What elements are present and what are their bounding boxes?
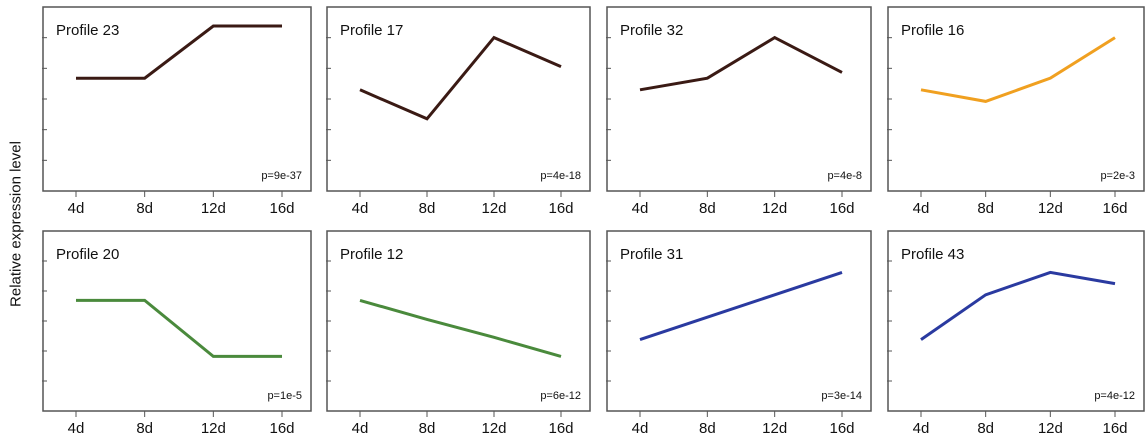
p-value: p=3e-14 xyxy=(821,390,862,402)
chart-svg: Profile 32 p=4e-8 4d 8d 12d 16d xyxy=(606,6,872,217)
series-line xyxy=(359,35,562,121)
x-tick-label: 16d xyxy=(1102,200,1127,217)
p-value: p=4e-8 xyxy=(827,170,862,182)
x-tick-label: 16d xyxy=(548,200,573,217)
x-tick-label: 12d xyxy=(201,200,226,217)
p-value: p=4e-18 xyxy=(540,170,581,182)
x-tick-label: 16d xyxy=(829,420,854,437)
chart-svg: Profile 23 p=9e-37 4d 8d 12d 16d xyxy=(42,6,312,217)
chart-svg: Profile 12 p=6e-12 4d 8d 12d 16d xyxy=(326,230,591,437)
chart-svg: Profile 20 p=1e-5 4d 8d 12d 16d xyxy=(42,230,312,437)
x-tick-label: 12d xyxy=(762,200,787,217)
x-tick-label: 16d xyxy=(269,200,294,217)
chart-profile-17: Profile 17 p=4e-18 4d 8d 12d 16d xyxy=(326,6,591,228)
series-line xyxy=(639,35,843,92)
x-tick-label: 8d xyxy=(699,200,716,217)
y-axis-label: Relative expression level xyxy=(7,141,25,307)
x-tick-label: 12d xyxy=(1038,420,1063,437)
chart-svg: Profile 43 p=4e-12 4d 8d 12d 16d xyxy=(887,230,1145,437)
p-value: p=4e-12 xyxy=(1094,390,1135,402)
chart-profile-32: Profile 32 p=4e-8 4d 8d 12d 16d xyxy=(606,6,872,228)
x-tick-label: 8d xyxy=(136,420,153,437)
chart-title: Profile 17 xyxy=(340,22,403,39)
x-tick-label: 16d xyxy=(269,420,294,437)
x-tick-label: 12d xyxy=(1038,200,1063,217)
x-tick-label: 4d xyxy=(68,200,85,217)
x-tick-label: 16d xyxy=(548,420,573,437)
chart-title: Profile 20 xyxy=(56,246,119,263)
x-tick-label: 4d xyxy=(352,420,369,437)
x-tick-label: 16d xyxy=(829,200,854,217)
x-tick-label: 8d xyxy=(419,200,436,217)
x-tick-label: 4d xyxy=(352,200,369,217)
x-tick-label: 8d xyxy=(699,420,716,437)
series-line xyxy=(76,298,282,358)
chart-profile-20: Profile 20 p=1e-5 4d 8d 12d 16d xyxy=(42,230,312,448)
chart-profile-31: Profile 31 p=3e-14 4d 8d 12d 16d xyxy=(606,230,872,448)
x-tick-label: 8d xyxy=(419,420,436,437)
chart-profile-12: Profile 12 p=6e-12 4d 8d 12d 16d xyxy=(326,230,591,448)
chart-title: Profile 16 xyxy=(901,22,964,39)
chart-title: Profile 43 xyxy=(901,246,964,263)
p-value: p=1e-5 xyxy=(267,390,302,402)
x-tick-label: 4d xyxy=(68,420,85,437)
chart-profile-16: Profile 16 p=2e-3 4d 8d 12d 16d xyxy=(887,6,1145,228)
x-tick-label: 8d xyxy=(977,200,994,217)
y-axis-label-container: Relative expression level xyxy=(4,0,28,448)
series-line xyxy=(76,24,282,80)
chart-title: Profile 12 xyxy=(340,246,403,263)
x-tick-label: 8d xyxy=(136,200,153,217)
chart-title: Profile 31 xyxy=(620,246,683,263)
x-tick-label: 4d xyxy=(913,200,930,217)
x-tick-label: 12d xyxy=(481,200,506,217)
p-value: p=2e-3 xyxy=(1100,170,1135,182)
x-tick-label: 12d xyxy=(481,420,506,437)
x-tick-label: 12d xyxy=(201,420,226,437)
x-tick-label: 8d xyxy=(977,420,994,437)
chart-svg: Profile 31 p=3e-14 4d 8d 12d 16d xyxy=(606,230,872,437)
x-tick-label: 12d xyxy=(762,420,787,437)
chart-profile-23: Profile 23 p=9e-37 4d 8d 12d 16d xyxy=(42,6,312,228)
series-line xyxy=(920,36,1116,103)
series-line xyxy=(920,270,1116,341)
chart-svg: Profile 16 p=2e-3 4d 8d 12d 16d xyxy=(887,6,1145,217)
p-value: p=9e-37 xyxy=(261,170,302,182)
chart-title: Profile 23 xyxy=(56,22,119,39)
p-value: p=6e-12 xyxy=(540,390,581,402)
chart-title: Profile 32 xyxy=(620,22,683,39)
chart-svg: Profile 17 p=4e-18 4d 8d 12d 16d xyxy=(326,6,591,217)
x-tick-label: 4d xyxy=(632,420,649,437)
x-tick-label: 4d xyxy=(913,420,930,437)
series-line xyxy=(359,298,562,358)
x-tick-label: 16d xyxy=(1102,420,1127,437)
x-tick-label: 4d xyxy=(632,200,649,217)
series-line xyxy=(639,270,843,342)
chart-profile-43: Profile 43 p=4e-12 4d 8d 12d 16d xyxy=(887,230,1145,448)
